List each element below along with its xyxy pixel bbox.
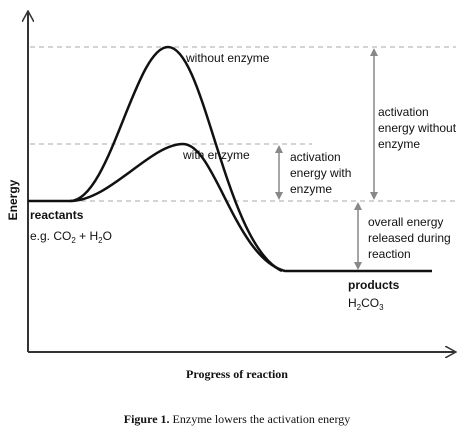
formula-part: e.g. CO bbox=[30, 229, 71, 243]
curve-without-enzyme bbox=[28, 45, 283, 273]
reactants-label: reactants bbox=[30, 208, 84, 222]
caption: Figure 1. Enzyme lowers the activation e… bbox=[124, 412, 351, 426]
products-label: products bbox=[348, 278, 400, 292]
formula-part: + H bbox=[76, 229, 98, 243]
curve-label: with enzyme bbox=[182, 148, 250, 162]
annotation-line: reaction bbox=[368, 247, 411, 261]
caption-label: Figure 1. bbox=[124, 412, 170, 426]
curve-with-enzyme bbox=[69, 142, 432, 273]
annotation-line: overall energy bbox=[368, 215, 443, 229]
subscript: 2 bbox=[98, 236, 103, 245]
subscript: 3 bbox=[379, 303, 384, 312]
annotation-line: energy with bbox=[290, 166, 351, 180]
y-axis-label: Energy bbox=[6, 179, 20, 220]
annotation-line: enzyme bbox=[290, 182, 332, 196]
formula-part: O bbox=[103, 229, 112, 243]
annotation-line: activation bbox=[378, 105, 429, 119]
annotations: activation energy without enzyme activation… bbox=[290, 105, 457, 261]
curve-label: without enzyme bbox=[185, 51, 270, 65]
subscript: 2 bbox=[71, 236, 76, 245]
formula-part: H bbox=[348, 296, 357, 310]
annotation-line: enzyme bbox=[378, 137, 420, 151]
products-formula: H2CO3 bbox=[348, 296, 384, 312]
caption-text: Enzyme lowers the activation energy bbox=[170, 412, 351, 426]
x-axis-label: Progress of reaction bbox=[186, 367, 288, 381]
subscript: 2 bbox=[357, 303, 362, 312]
annotation-line: released during bbox=[368, 231, 451, 245]
reactants-formula: e.g. CO2 + H2O bbox=[30, 229, 112, 245]
formula-part: CO bbox=[361, 296, 379, 310]
annotation-line: activation bbox=[290, 150, 341, 164]
annotation-line: energy without bbox=[378, 121, 457, 135]
